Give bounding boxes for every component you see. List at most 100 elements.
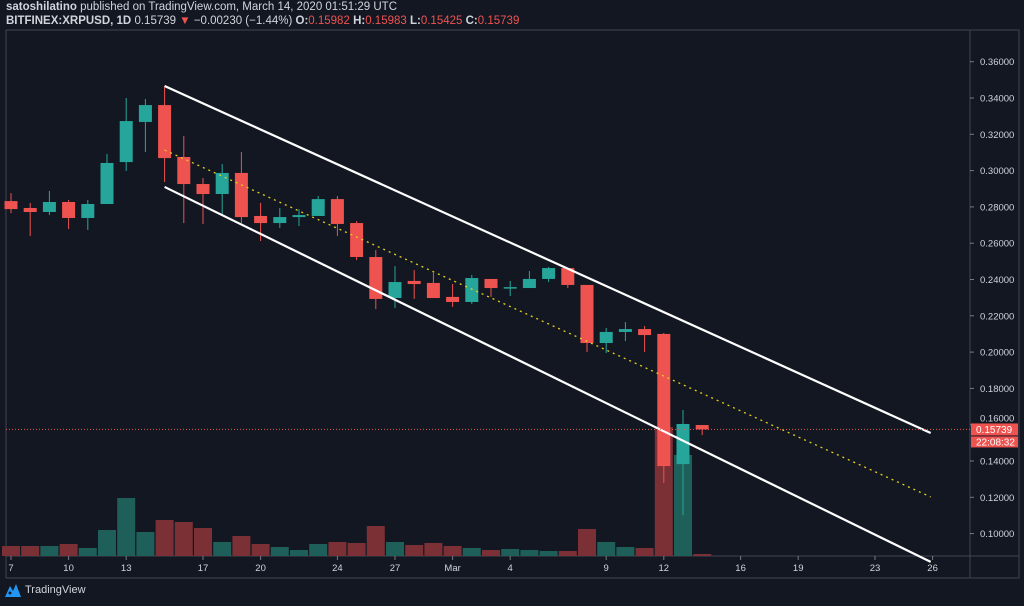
- candle: [369, 250, 383, 310]
- volume-bar: [78, 548, 97, 556]
- volume-bar: [616, 547, 635, 556]
- volume-bars: [2, 427, 712, 556]
- candle: [542, 266, 556, 283]
- candle-body: [138, 105, 152, 122]
- midline-line[interactable]: [164, 149, 931, 498]
- price-tick-label: 0.30000: [980, 166, 1014, 177]
- candle-body: [676, 423, 690, 465]
- volume-bar: [117, 498, 136, 556]
- time-tick-label: 4: [508, 563, 513, 574]
- low-value: 0.15425: [420, 15, 463, 27]
- tradingview-logo[interactable]: TradingView: [4, 582, 86, 598]
- candle-body: [542, 268, 556, 279]
- candle: [62, 200, 76, 230]
- candle-body: [350, 223, 364, 257]
- lower-channel-line[interactable]: [164, 185, 932, 563]
- publish-info: satoshilatino published on TradingView.c…: [6, 1, 397, 14]
- volume-bar: [424, 543, 443, 556]
- candle: [234, 152, 248, 224]
- volume-bar: [482, 550, 500, 556]
- candle-body: [177, 156, 191, 185]
- upper-channel-line[interactable]: [164, 85, 932, 435]
- volume-bar: [501, 549, 520, 556]
- candle-body: [484, 278, 498, 289]
- high-label: H:: [353, 15, 366, 27]
- candle-body: [580, 284, 594, 344]
- candle: [119, 98, 133, 171]
- candle-body: [215, 172, 229, 195]
- candle-body: [81, 203, 95, 218]
- candle-body: [695, 425, 709, 430]
- current-price-text: 0.15739: [976, 425, 1013, 436]
- candle: [23, 202, 37, 236]
- price-tick-label: 0.36000: [980, 57, 1014, 68]
- time-axis[interactable]: 7 10 13 17 20 24 27 Mar 4 9 12 16 19 23 26: [8, 556, 938, 574]
- candle-body: [561, 268, 575, 285]
- volume-bar: [443, 546, 462, 556]
- candle: [503, 280, 517, 297]
- candle: [599, 327, 613, 354]
- candle-body: [4, 201, 18, 210]
- close-value: 0.15739: [477, 15, 520, 27]
- current-price-box: [971, 423, 1018, 436]
- candle: [81, 200, 95, 230]
- volume-bar: [136, 532, 155, 556]
- candle-body: [23, 207, 37, 212]
- candle-body: [522, 278, 536, 289]
- candle-body: [42, 201, 56, 212]
- candle-body: [446, 296, 460, 303]
- candle-body: [196, 184, 210, 195]
- candle: [158, 86, 172, 183]
- time-tick-label: 24: [332, 563, 343, 574]
- volume-bar: [635, 548, 654, 556]
- candle: [426, 272, 440, 299]
- volume-bar: [194, 528, 212, 556]
- time-tick-label: 16: [735, 563, 746, 574]
- candle: [388, 266, 402, 308]
- candle-body: [254, 215, 268, 224]
- candle-body: [158, 105, 172, 159]
- price-tick-label: 0.32000: [980, 130, 1014, 141]
- tradingview-logo-icon: [5, 584, 21, 597]
- candle-body: [330, 199, 344, 224]
- price-tick-label: 0.10000: [980, 529, 1014, 540]
- published-text: published on TradingView.com, March 14, …: [80, 1, 398, 13]
- current-price-label: 0.15739 22:08:32: [971, 423, 1018, 448]
- volume-bar: [290, 550, 308, 556]
- volume-bar: [597, 542, 616, 556]
- volume-bar: [462, 548, 481, 556]
- volume-bar: [40, 546, 59, 556]
- close-label: C:: [465, 15, 478, 27]
- volume-bar: [270, 547, 289, 556]
- candle-body: [273, 217, 287, 224]
- time-tick-label: 26: [927, 563, 938, 574]
- time-tick-label: 9: [604, 563, 609, 574]
- candle-body: [119, 121, 133, 163]
- candle: [618, 321, 632, 342]
- price-tick-label: 0.20000: [980, 348, 1014, 359]
- candle-body: [407, 280, 421, 285]
- candle: [446, 284, 460, 307]
- volume-bar: [558, 551, 577, 556]
- time-tick-label: 10: [63, 563, 74, 574]
- volume-bar: [578, 529, 596, 556]
- candle: [100, 153, 114, 204]
- price-change: −0.00230 (−1.44%): [193, 15, 293, 27]
- volume-bar: [347, 543, 366, 556]
- price-tick-label: 0.12000: [980, 493, 1014, 504]
- candle: [138, 99, 152, 153]
- price-axis[interactable]: 0.36000 0.34000 0.32000 0.30000 0.28000 0.260…: [970, 57, 1014, 540]
- candle-body: [638, 329, 652, 336]
- candle-body: [234, 172, 248, 218]
- drawings[interactable]: [164, 85, 932, 563]
- volume-bar: [98, 530, 116, 556]
- candle-body: [503, 287, 517, 289]
- candle-body: [618, 329, 632, 332]
- price-tick-label: 0.18000: [980, 384, 1014, 395]
- price-tick-label: 0.24000: [980, 275, 1014, 286]
- author-name[interactable]: satoshilatino: [6, 1, 77, 13]
- candle: [522, 270, 536, 289]
- down-triangle-icon: ▼: [179, 15, 191, 27]
- price-tick-label: 0.16000: [980, 413, 1014, 424]
